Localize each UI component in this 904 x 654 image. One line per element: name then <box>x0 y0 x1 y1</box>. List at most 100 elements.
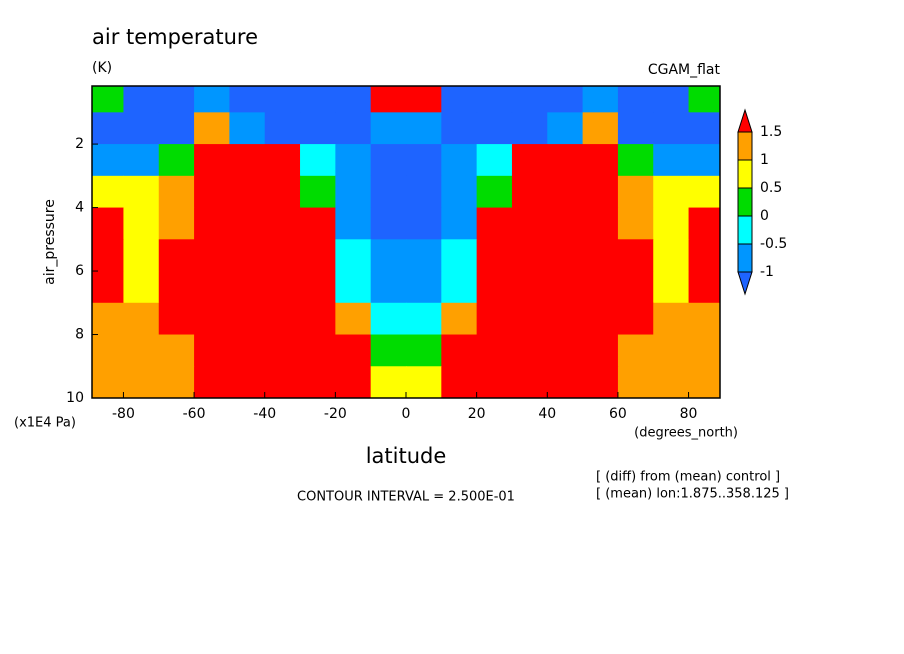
colorbar-segment <box>737 131 753 161</box>
x-tick-label: -40 <box>253 406 276 422</box>
contour-cell <box>582 175 619 209</box>
contour-cell <box>441 207 478 240</box>
contour-cell <box>158 207 195 240</box>
contour-cell <box>653 334 690 367</box>
contour-cell <box>300 144 336 177</box>
contour-cell <box>194 112 230 145</box>
contour-cell <box>406 86 442 113</box>
contour-cell <box>370 334 407 367</box>
contour-cell <box>547 302 584 336</box>
colorbar-segment <box>737 187 753 217</box>
contour-cell <box>300 302 336 336</box>
contour-cell <box>123 302 160 336</box>
contour-cell <box>406 207 442 240</box>
footer: CONTOUR INTERVAL = 2.500E-01 <box>297 490 515 505</box>
contour-cell <box>194 239 230 272</box>
contour-cell <box>476 175 513 209</box>
dataset: CGAM_flat <box>648 62 721 78</box>
contour-cell <box>300 86 336 113</box>
colorbar-label: -1 <box>760 264 774 280</box>
contour-cell <box>92 144 124 177</box>
contour-cell <box>264 207 301 240</box>
contour-cell <box>653 239 690 272</box>
contour-cell <box>264 144 301 177</box>
y-tick-label: 10 <box>66 390 84 406</box>
contour-cell <box>92 366 124 398</box>
y-tick-label: 6 <box>75 263 84 279</box>
contour-cell <box>582 239 619 272</box>
contour-cell <box>582 207 619 240</box>
contour-cell <box>511 207 548 240</box>
contour-cell <box>123 112 160 145</box>
contour-cell <box>476 271 513 304</box>
contour-cell <box>123 175 160 209</box>
contour-cell <box>194 175 230 209</box>
contour-cell <box>511 86 548 113</box>
contour-cell <box>158 112 195 145</box>
contour-cell <box>335 207 372 240</box>
contour-cell <box>123 144 160 177</box>
contour-cell <box>370 175 407 209</box>
contour-cell <box>582 86 619 113</box>
contour-cell <box>582 271 619 304</box>
contour-cell <box>194 302 230 336</box>
contour-cell <box>547 144 584 177</box>
contour-cell <box>617 144 654 177</box>
contour-cell <box>123 86 160 113</box>
contour-cell <box>158 302 195 336</box>
contour-cell <box>582 334 619 367</box>
contour-cell <box>335 366 372 398</box>
contour-cell <box>476 144 513 177</box>
units: (K) <box>92 60 112 76</box>
contour-cell <box>158 239 195 272</box>
note: [ (diff) from (mean) control ] <box>596 470 780 485</box>
x-tick-label: -60 <box>183 406 206 422</box>
contour-cell <box>617 112 654 145</box>
contour-cell <box>688 271 720 304</box>
contour-cell <box>264 302 301 336</box>
contour-cell <box>688 175 720 209</box>
contour-cell <box>229 366 266 398</box>
x-tick-label: 20 <box>468 406 486 422</box>
contour-cell <box>476 239 513 272</box>
contour-cell <box>511 239 548 272</box>
contour-cell <box>229 302 266 336</box>
contour-cell <box>92 86 124 113</box>
y-tick-label: 8 <box>75 327 84 343</box>
contour-cell <box>406 175 442 209</box>
x-tick-label: 80 <box>680 406 698 422</box>
x-tick-label: -80 <box>112 406 135 422</box>
contour-cell <box>335 334 372 367</box>
contour-cell <box>582 112 619 145</box>
contour-cell <box>229 334 266 367</box>
contour-cell <box>441 302 478 336</box>
y-axis-label: air_pressure <box>42 199 58 285</box>
contour-cell <box>158 366 195 398</box>
contour-cell <box>158 86 195 113</box>
contour-cell <box>688 302 720 336</box>
contour-cell <box>158 271 195 304</box>
contour-cell <box>547 175 584 209</box>
contour-cell <box>300 175 336 209</box>
contour-cell <box>370 207 407 240</box>
contour-cell <box>653 175 690 209</box>
contour-cell <box>335 239 372 272</box>
contour-cell <box>229 271 266 304</box>
contour-cell <box>123 271 160 304</box>
contour-cell <box>229 239 266 272</box>
contour-cell <box>511 334 548 367</box>
contour-cell <box>547 334 584 367</box>
contour-cell <box>229 144 266 177</box>
contour-cell <box>688 86 720 113</box>
x-tick-label: 60 <box>609 406 627 422</box>
colorbar-label: 0 <box>760 208 769 224</box>
contour-cell <box>617 207 654 240</box>
contour-cell <box>194 271 230 304</box>
contour-cell <box>335 302 372 336</box>
contour-cell <box>653 271 690 304</box>
contour-cell <box>370 366 407 398</box>
contour-cell <box>617 334 654 367</box>
contour-cell <box>617 271 654 304</box>
contour-cell <box>406 144 442 177</box>
contour-cell <box>264 366 301 398</box>
